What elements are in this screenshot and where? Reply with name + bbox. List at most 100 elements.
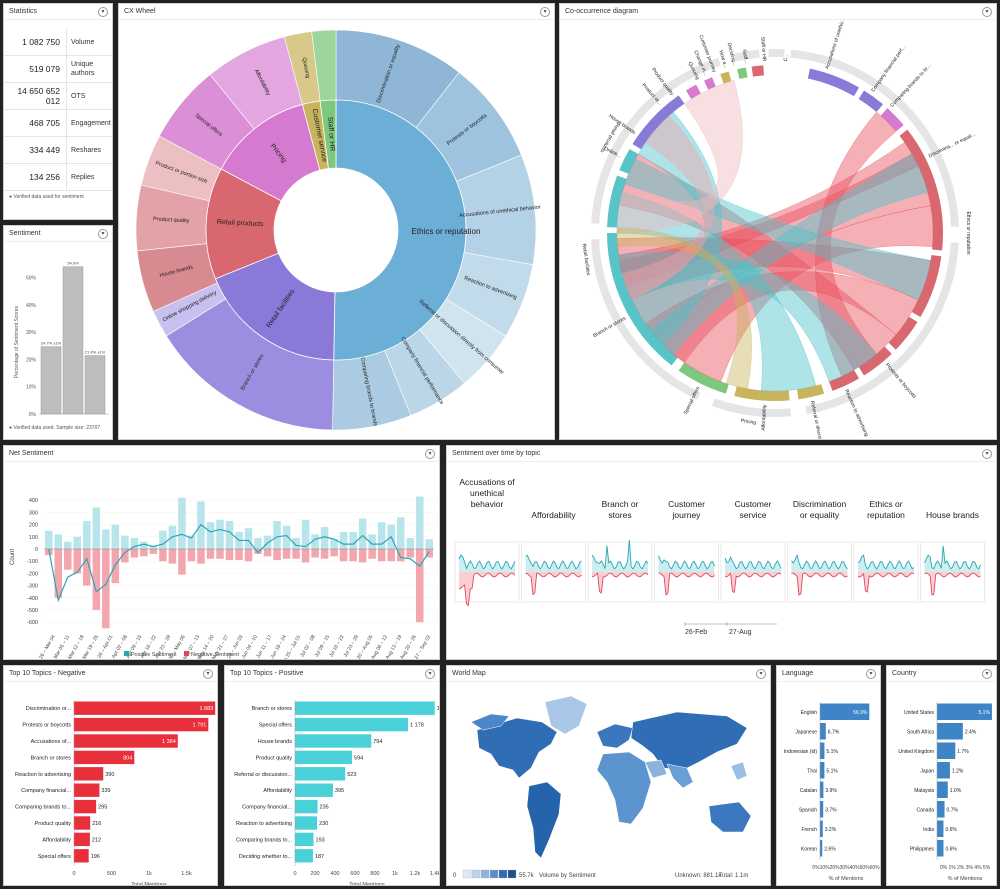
negative-bar — [197, 549, 205, 564]
y-tick-label: 0 — [35, 547, 38, 553]
date-end: 27-Aug — [729, 629, 752, 636]
panel-menu-icon[interactable]: ▾ — [98, 7, 108, 17]
topic-chart-box — [454, 541, 520, 603]
y-tick-label: 400 — [29, 498, 38, 504]
bar — [820, 820, 823, 837]
panel-menu-icon[interactable]: ▾ — [98, 229, 108, 239]
bar-value-label: 395 — [335, 788, 344, 794]
bar-category-label: House brands — [258, 739, 292, 745]
positive-bar — [73, 536, 82, 549]
legend-swatch — [471, 869, 481, 879]
panel-menu-icon[interactable]: ▾ — [756, 669, 766, 679]
legend-positive: Positive Sentiment — [131, 652, 177, 658]
panel-menu-icon[interactable]: ▾ — [866, 669, 876, 679]
wheel-inner-label: Staff or HR — [326, 117, 335, 152]
panel-menu-icon[interactable]: ▾ — [982, 449, 992, 459]
bar-category-label: Thai — [807, 768, 817, 774]
x-axis-label: % of Mentions — [829, 876, 864, 882]
cooccurrence-chart[interactable]: Staff or HR C...Customer journeyQueuingDe… — [560, 16, 997, 440]
bar — [937, 840, 944, 857]
positive-bar — [396, 517, 405, 549]
legend-swatch — [462, 869, 472, 879]
topic-title: Accusations of — [459, 477, 515, 487]
positive-bar — [111, 524, 120, 549]
bar-category-label: Discrimination or... — [26, 706, 72, 712]
negative-bar — [206, 549, 215, 559]
positive-bar — [377, 522, 386, 549]
bar-category-label: Reaction to advertising — [236, 821, 292, 827]
panel-menu-icon[interactable]: ▾ — [982, 7, 992, 17]
chord-ribbon — [616, 227, 752, 389]
x-tick-label: 800 — [370, 871, 379, 877]
date-start: 26-Feb — [685, 629, 707, 636]
bar-category-label: Special offers — [38, 854, 71, 860]
bar-value-label: 2.6% — [824, 846, 836, 852]
country-shape — [470, 713, 510, 731]
bar — [74, 816, 91, 830]
bar — [937, 781, 948, 798]
positive-bar — [330, 539, 338, 549]
negative-line — [658, 572, 715, 596]
positive-bar — [225, 520, 234, 549]
chord-label: Pricing — [740, 418, 756, 426]
bar — [295, 849, 313, 863]
bar — [820, 840, 823, 857]
positive-bar — [415, 496, 424, 549]
x-tick-label: 600 — [350, 871, 359, 877]
country-shape — [476, 717, 558, 779]
panel-menu-icon[interactable]: ▾ — [203, 669, 213, 679]
bar-value-label: 3.9% — [825, 788, 837, 794]
panel-menu-icon[interactable]: ▾ — [425, 449, 435, 459]
bar-value-label: 196 — [91, 854, 100, 860]
chord-arc — [807, 68, 859, 97]
language-panel: Language ▾ English 56.9% Japanese 6.7% Indone… — [776, 665, 881, 886]
panel-menu-icon[interactable]: ▾ — [540, 7, 550, 17]
bar-category-label: Referral or discussion... — [234, 772, 292, 778]
world-map-chart[interactable]: 0 55.7k Volume by Sentiment Unknown: 881.1k… — [447, 682, 771, 886]
positive-line — [458, 554, 516, 570]
negative-bar — [301, 549, 310, 563]
bar-category-label: Company financial... — [242, 805, 292, 811]
legend-max: 55.7k — [519, 873, 535, 879]
chord-arc — [796, 384, 825, 400]
legend-swatch — [507, 869, 517, 879]
x-tick-label: 400 — [330, 871, 339, 877]
legend-min: 0 — [453, 873, 457, 879]
country-title: Country ▾ — [887, 666, 996, 682]
positive-line — [924, 545, 981, 570]
chord-arc — [619, 149, 639, 174]
positive-bar — [368, 534, 376, 549]
bar-category-label: Product quality — [35, 821, 72, 827]
y-tick-label: 0% — [29, 412, 37, 417]
stat-ots: 14 650 652 012 OTS — [4, 83, 112, 110]
bar-category-label: Korean — [801, 846, 817, 852]
y-tick-label: 200 — [29, 523, 38, 529]
y-tick-label: -400 — [27, 596, 38, 602]
negative-bar — [330, 549, 338, 557]
bar — [820, 781, 824, 798]
positive-area — [725, 557, 781, 572]
cx-wheel-title: CX Wheel ▾ — [119, 4, 554, 20]
bar-value-label: 187 — [315, 854, 324, 860]
negative-bar — [358, 549, 367, 563]
chord-ribbon — [624, 158, 931, 301]
panel-menu-icon[interactable]: ▾ — [982, 669, 992, 679]
topic-chart-box — [587, 541, 653, 603]
panel-menu-icon[interactable]: ▾ — [425, 669, 435, 679]
negative-bar — [130, 549, 139, 558]
country-shape — [596, 751, 652, 825]
negative-area — [725, 572, 781, 593]
positive-area — [858, 555, 914, 572]
negative-bar — [187, 549, 196, 562]
x-tick-label: 0% 1% 2% 3% 4% 5% — [940, 865, 991, 871]
bar-category-label: Branch or stores — [252, 706, 293, 712]
negative-line — [924, 572, 981, 596]
bar-value-label: 5.1% — [826, 749, 838, 755]
positive-bar — [45, 530, 53, 549]
negative-bar — [64, 549, 72, 570]
topic-title: Ethics or — [869, 499, 902, 509]
negative-line — [591, 572, 649, 594]
topic-title: stores — [608, 510, 631, 520]
bar-category-label: India — [923, 827, 934, 833]
